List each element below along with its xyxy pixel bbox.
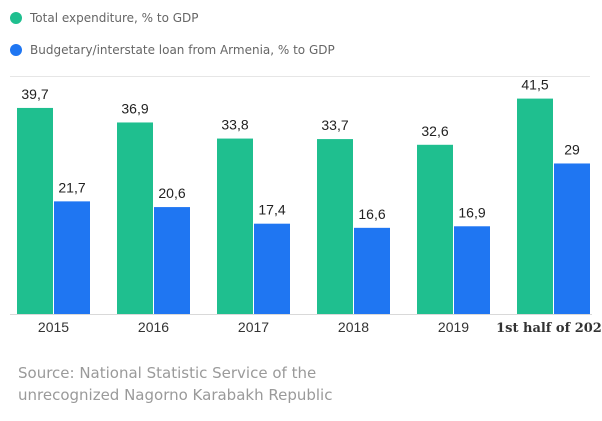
source-line-1: Source: National Statistic Service of th… <box>18 364 317 382</box>
data-label-total-expenditure-3: 33,7 <box>321 117 348 133</box>
legend-label-armenia-loan: Budgetary/interstate loan from Armenia, … <box>30 43 335 57</box>
legend-label-total-expenditure: Total expenditure, % to GDP <box>30 11 199 25</box>
bar-chart: 39,7 21,7 2015 36,9 20,6 2016 33,8 17,4 2017 33,7… <box>10 77 602 336</box>
data-label-total-expenditure-4: 32,6 <box>421 123 448 139</box>
bar-armenia-loan-5 <box>554 163 590 314</box>
bar-total-expenditure-5 <box>517 98 553 314</box>
source-note: Source: National Statistic Service of th… <box>18 362 332 406</box>
data-label-total-expenditure-1: 36,9 <box>121 100 148 116</box>
data-label-armenia-loan-0: 21,7 <box>58 179 85 195</box>
bar-armenia-loan-1 <box>154 207 190 314</box>
bar-total-expenditure-1 <box>117 122 153 314</box>
x-tick-label-4: 2019 <box>438 319 469 335</box>
source-line-2: unrecognized Nagorno Karabakh Republic <box>18 386 333 404</box>
top-divider <box>10 76 590 77</box>
bar-armenia-loan-0 <box>54 201 90 314</box>
x-tick-label-5: 1st half of 2020 <box>496 321 602 336</box>
data-label-total-expenditure-5: 41,5 <box>521 77 548 93</box>
data-label-total-expenditure-0: 39,7 <box>21 86 48 102</box>
data-label-armenia-loan-4: 16,9 <box>458 204 485 220</box>
bar-armenia-loan-2 <box>254 223 290 314</box>
bar-total-expenditure-4 <box>417 144 453 314</box>
chart-legend: Total expenditure, % to GDP Budgetary/in… <box>10 8 335 72</box>
data-label-total-expenditure-2: 33,8 <box>221 117 248 133</box>
x-tick-label-0: 2015 <box>38 319 69 335</box>
legend-swatch-armenia-loan <box>10 44 22 56</box>
bar-total-expenditure-3 <box>317 139 353 314</box>
data-label-armenia-loan-1: 20,6 <box>158 185 185 201</box>
bar-armenia-loan-4 <box>454 226 490 314</box>
bar-total-expenditure-0 <box>17 107 53 314</box>
data-label-armenia-loan-5: 29 <box>564 141 580 157</box>
bar-total-expenditure-2 <box>217 138 253 314</box>
data-label-armenia-loan-2: 17,4 <box>258 202 285 218</box>
legend-swatch-total-expenditure <box>10 12 22 24</box>
x-tick-label-1: 2016 <box>138 319 169 335</box>
data-label-armenia-loan-3: 16,6 <box>358 206 385 222</box>
legend-item-armenia-loan: Budgetary/interstate loan from Armenia, … <box>10 40 335 60</box>
bar-armenia-loan-3 <box>354 227 390 314</box>
x-tick-label-3: 2018 <box>338 319 369 335</box>
legend-item-total-expenditure: Total expenditure, % to GDP <box>10 8 335 28</box>
x-tick-label-2: 2017 <box>238 319 269 335</box>
